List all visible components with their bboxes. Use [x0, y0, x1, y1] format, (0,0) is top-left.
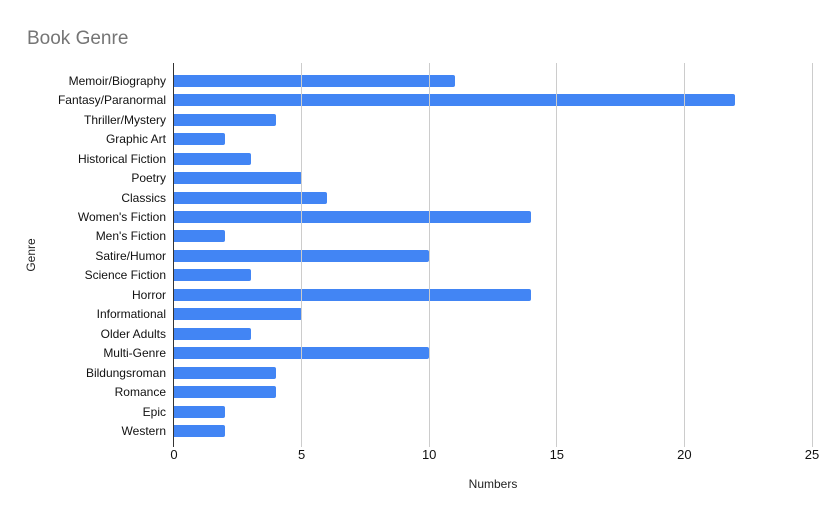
bar-row	[174, 90, 812, 109]
category-label: Satire/Humor	[95, 248, 166, 263]
category-label: Poetry	[131, 171, 166, 186]
category-label: Bildungsroman	[85, 365, 166, 380]
bar	[174, 327, 251, 340]
bar-row	[174, 266, 812, 285]
bar	[174, 230, 226, 243]
gridline-x-25	[811, 63, 813, 447]
bar	[174, 133, 226, 146]
plot-area	[173, 63, 813, 447]
x-tick-label: 10	[421, 447, 437, 462]
chart-title: Book Genre	[27, 28, 129, 49]
x-tick-label: 20	[677, 447, 692, 462]
bar-row	[174, 129, 812, 148]
bar-row	[174, 305, 812, 324]
y-axis-title: Genre	[24, 238, 38, 272]
category-label: Thriller/Mystery	[83, 112, 166, 127]
bar	[174, 405, 226, 418]
bar-row	[174, 344, 812, 363]
bar-row	[174, 246, 812, 265]
category-label: Classics	[121, 190, 166, 205]
gridline-x-5	[301, 63, 303, 447]
gridline-x-15	[556, 63, 558, 447]
category-label: Historical Fiction	[77, 151, 166, 166]
category-label: Women's Fiction	[77, 210, 166, 225]
bar	[174, 211, 532, 224]
category-label: Horror	[131, 287, 166, 302]
x-axis-tick-labels: 0 5 10 15 20 25	[0, 447, 839, 463]
gridline-x-10	[428, 63, 430, 447]
category-label: Western	[121, 424, 166, 439]
bar-series	[174, 71, 812, 441]
bar	[174, 425, 226, 438]
bar-row	[174, 227, 812, 246]
category-label: Men's Fiction	[95, 229, 166, 244]
bar	[174, 366, 277, 379]
category-label: Epic	[142, 404, 166, 419]
x-tick-label: 15	[549, 447, 565, 462]
bar	[174, 288, 532, 301]
bar	[174, 172, 302, 185]
bar	[174, 308, 302, 321]
bar	[174, 113, 277, 126]
bar-row	[174, 324, 812, 343]
bar-row	[174, 207, 812, 226]
bar	[174, 152, 251, 165]
category-label: Older Adults	[100, 326, 166, 341]
x-tick-label: 0	[170, 447, 178, 462]
y-axis-category-labels: Memoir/Biography Fantasy/Paranormal Thrill…	[0, 71, 166, 441]
bar-row	[174, 363, 812, 382]
bar	[174, 94, 736, 107]
bar-row	[174, 168, 812, 187]
category-label: Science Fiction	[84, 268, 166, 283]
bar-row	[174, 71, 812, 90]
bar	[174, 191, 328, 204]
bar-row	[174, 188, 812, 207]
bar-row	[174, 149, 812, 168]
gridline-x-20	[683, 63, 685, 447]
bar	[174, 74, 455, 87]
category-label: Multi-Genre	[103, 346, 166, 361]
category-label: Memoir/Biography	[68, 73, 166, 88]
category-label: Informational	[96, 307, 166, 322]
x-axis-title: Numbers	[468, 477, 518, 491]
bar-row	[174, 285, 812, 304]
bar-row	[174, 402, 812, 421]
bar-row	[174, 110, 812, 129]
bar	[174, 269, 251, 282]
category-label: Fantasy/Paranormal	[57, 93, 166, 108]
y-axis-line	[173, 63, 174, 447]
category-label: Graphic Art	[105, 132, 166, 147]
bar-row	[174, 383, 812, 402]
bar	[174, 386, 277, 399]
x-tick-label: 25	[804, 447, 820, 462]
bar-row	[174, 421, 812, 440]
category-label: Romance	[114, 385, 166, 400]
x-tick-label: 5	[297, 447, 306, 462]
